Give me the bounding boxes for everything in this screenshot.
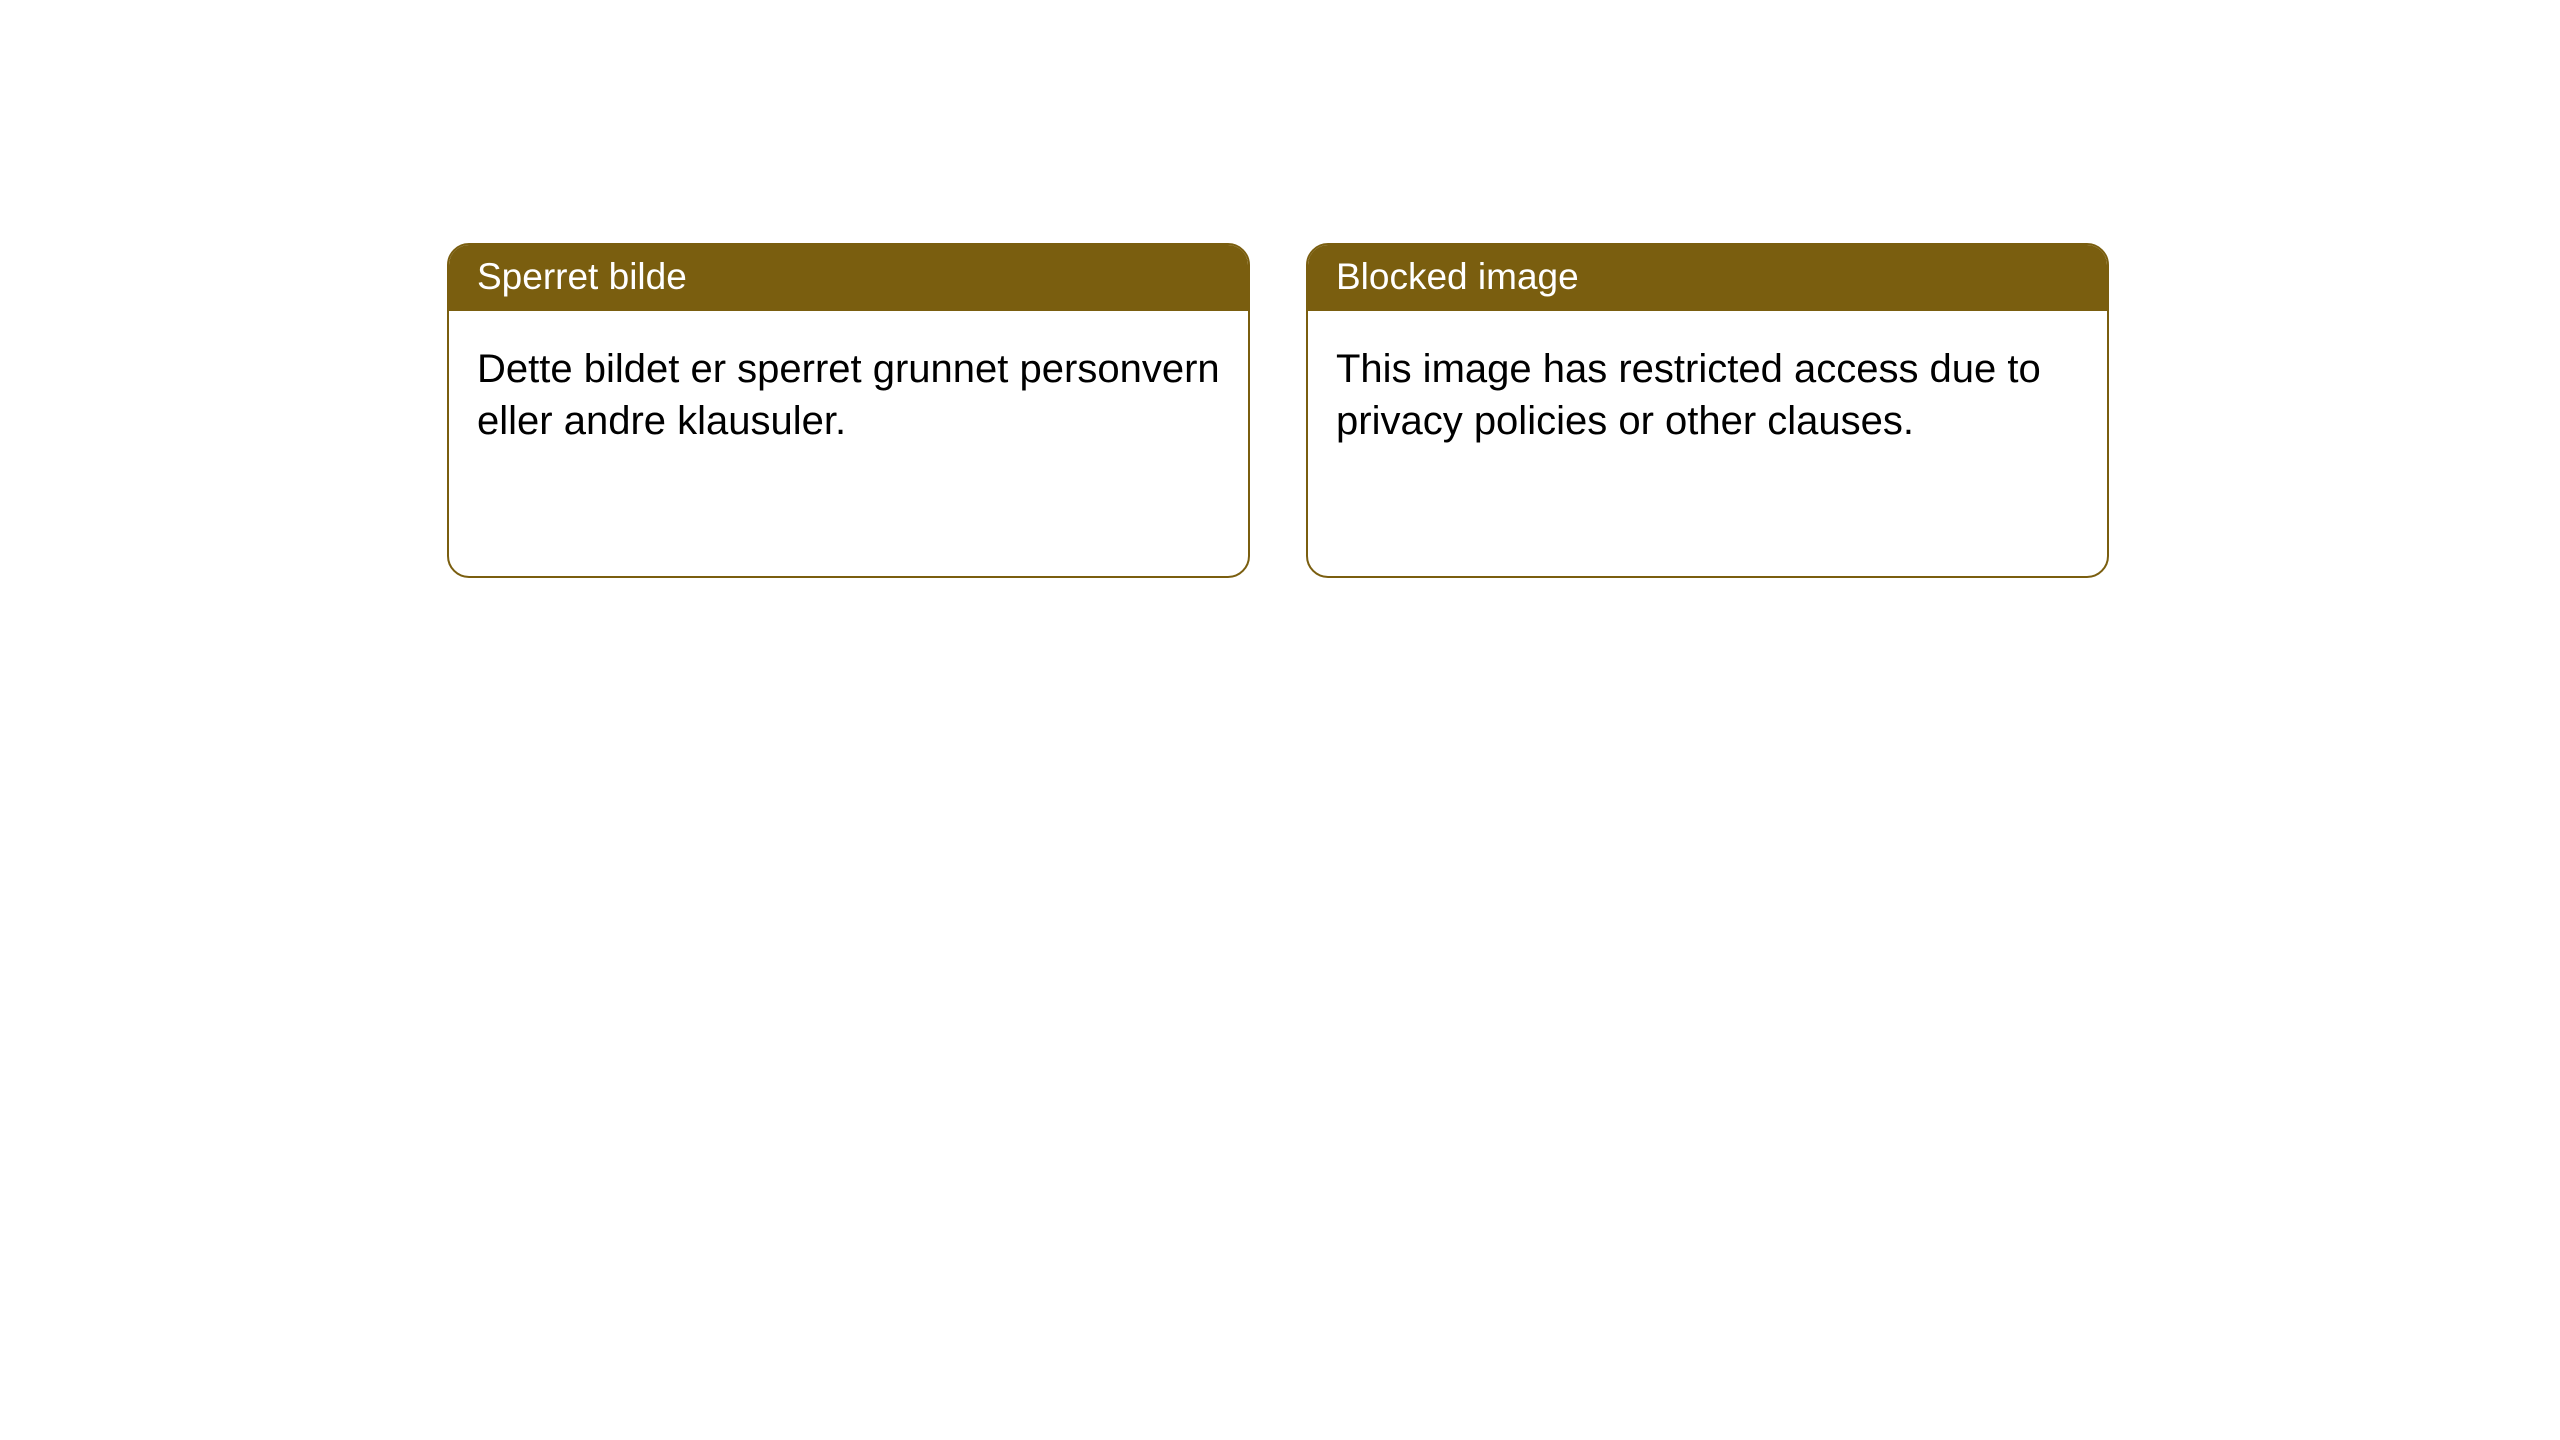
notice-body: This image has restricted access due to … bbox=[1308, 311, 2107, 479]
notice-body-text: Dette bildet er sperret grunnet personve… bbox=[477, 347, 1220, 443]
notice-card-norwegian: Sperret bilde Dette bildet er sperret gr… bbox=[447, 243, 1250, 578]
notice-card-english: Blocked image This image has restricted … bbox=[1306, 243, 2109, 578]
notice-header: Blocked image bbox=[1308, 245, 2107, 311]
notice-body: Dette bildet er sperret grunnet personve… bbox=[449, 311, 1248, 479]
notice-container: Sperret bilde Dette bildet er sperret gr… bbox=[0, 0, 2560, 578]
notice-header: Sperret bilde bbox=[449, 245, 1248, 311]
notice-title: Blocked image bbox=[1336, 256, 1579, 297]
notice-body-text: This image has restricted access due to … bbox=[1336, 347, 2041, 443]
notice-title: Sperret bilde bbox=[477, 256, 687, 297]
